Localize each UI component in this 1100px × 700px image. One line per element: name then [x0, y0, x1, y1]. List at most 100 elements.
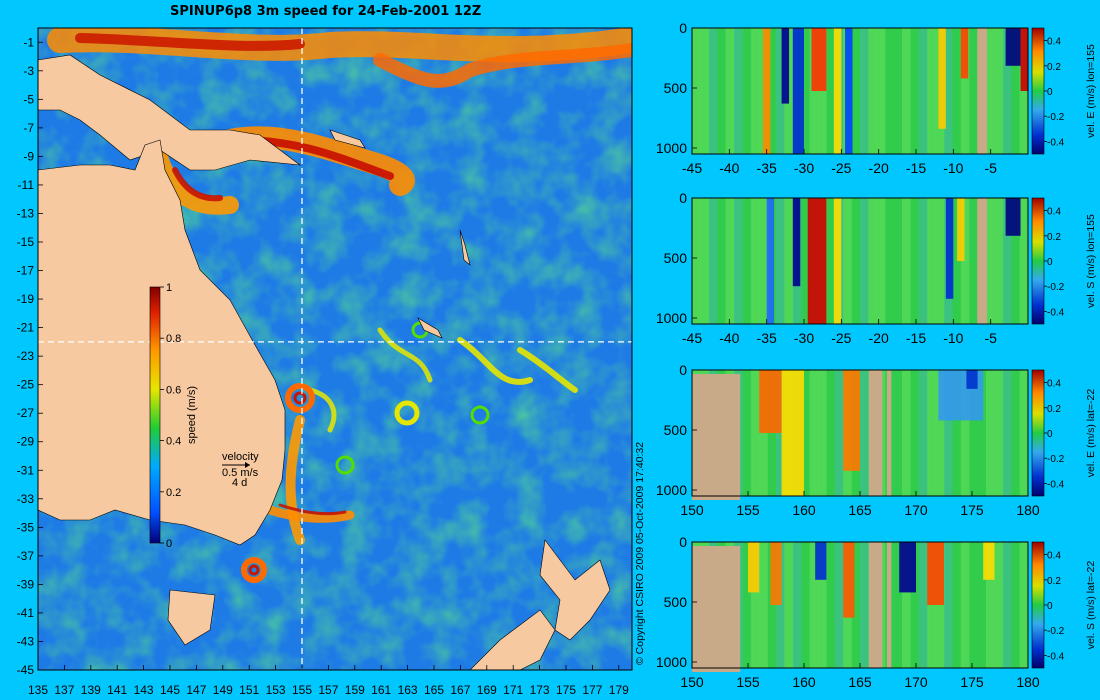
- section-colorbar-bar: [1031, 197, 1045, 325]
- section-colorbar-tick-label: -0.4: [1047, 137, 1065, 148]
- section-band: [986, 542, 995, 668]
- section-band: [851, 542, 861, 668]
- section-streak: [833, 28, 842, 154]
- vector-key-speed: 0.5 m/s: [222, 467, 259, 479]
- section-x-tick-label: -30: [794, 160, 814, 176]
- section-band: [801, 542, 811, 668]
- section-x-tick-label: 150: [680, 674, 704, 690]
- section-band: [792, 542, 802, 668]
- section-band: [700, 198, 710, 324]
- section-x-tick-label: -25: [831, 330, 851, 346]
- section-band: [910, 370, 920, 496]
- map-x-tick-label: 165: [424, 683, 444, 697]
- map-y-tick-label: -15: [17, 235, 35, 249]
- section-y-tick-label: 500: [664, 80, 688, 96]
- section-band: [826, 28, 836, 154]
- section-band: [902, 198, 911, 324]
- section-band: [927, 198, 937, 324]
- section-band: [818, 370, 827, 496]
- eddies: [241, 321, 490, 583]
- section-band: [742, 542, 752, 668]
- section-land: [886, 370, 892, 496]
- section-streak: [945, 198, 954, 299]
- section-x-tick-label: -30: [794, 330, 814, 346]
- map-x-tick-label: 161: [371, 683, 391, 697]
- section-band: [986, 198, 995, 324]
- section-band: [910, 542, 920, 668]
- section-band: [885, 28, 895, 154]
- section-band: [927, 28, 937, 154]
- section-band: [700, 28, 710, 154]
- map-x-tick-label: 155: [292, 683, 312, 697]
- section-band: [818, 542, 827, 668]
- map-x-tick-label: 137: [54, 683, 74, 697]
- section-streak: [843, 542, 855, 618]
- section-x-tick-label: -10: [943, 160, 963, 176]
- section-s-lon155-panel: -45 -40 -35 -30 -25 -20 -15 -10 -5 0 500 1000 0.4 0.2…: [656, 190, 1097, 346]
- map-y-tick-label: -33: [17, 492, 35, 506]
- map-x-tick-label: 143: [134, 683, 154, 697]
- section-land: [868, 542, 883, 668]
- section-y-tick-label: 500: [664, 250, 688, 266]
- map-x-tick-label: 163: [398, 683, 418, 697]
- section-band: [725, 28, 735, 154]
- copyright-text: © Copyright CSIRO 2009 05-Oct-2009 17:40…: [634, 442, 646, 665]
- map-y-tick-label: -39: [17, 577, 35, 591]
- section-colorbar-bar: [1031, 541, 1045, 669]
- section-band: [885, 198, 895, 324]
- section-colorbar-label: vel. S (m/s) lat=-22: [1085, 561, 1097, 650]
- section-band: [1002, 198, 1012, 324]
- section-band: [960, 28, 970, 154]
- section-x-tick-label: -10: [943, 330, 963, 346]
- section-streak: [781, 370, 804, 496]
- section-streak: [957, 198, 965, 261]
- section-colorbar-tick-label: -0.2: [1047, 626, 1065, 637]
- section-band: [944, 370, 953, 496]
- tasmania-land: [167, 589, 216, 646]
- section-land: [692, 374, 741, 500]
- map-colorbar-tick-label: 0.6: [166, 384, 181, 396]
- map-x-tick-label: 151: [239, 683, 259, 697]
- section-band: [784, 198, 794, 324]
- section-streak: [770, 542, 782, 605]
- section-frame: [691, 27, 1029, 155]
- section-band: [893, 198, 903, 324]
- map-y-tick-label: -37: [17, 549, 35, 563]
- section-y-tick-label: 1000: [656, 654, 687, 670]
- section-colorbar-tick-label: 0: [1047, 257, 1053, 268]
- section-band: [944, 28, 953, 154]
- new-guinea-land: [38, 54, 302, 171]
- section-band: [994, 542, 1004, 668]
- section-band: [767, 28, 777, 154]
- section-band: [860, 542, 869, 668]
- section-band: [910, 28, 920, 154]
- map-colorbar-tick-label: 0.8: [166, 333, 181, 345]
- section-y-tick-label: 1000: [656, 482, 687, 498]
- section-x-tick-label: 175: [960, 502, 984, 518]
- section-band: [994, 198, 1004, 324]
- section-x-tick-label: -15: [906, 330, 926, 346]
- map-y-tick-label: -1: [23, 35, 34, 49]
- map-x-tick-label: 159: [345, 683, 365, 697]
- section-band: [826, 198, 836, 324]
- section-band: [860, 28, 869, 154]
- map-y-tick-label: -7: [23, 121, 34, 135]
- section-land: [977, 28, 987, 154]
- section-x-tick-label: 160: [792, 674, 816, 690]
- section-band: [742, 198, 752, 324]
- section-band: [960, 542, 970, 668]
- section-x-tick-label: 180: [1016, 502, 1040, 518]
- section-y-tick-label: 1000: [656, 310, 687, 326]
- section-streak: [1005, 28, 1021, 66]
- section-band: [734, 28, 743, 154]
- section-band: [952, 542, 962, 668]
- section-y-tick-label: 0: [679, 190, 687, 206]
- map-frame: [37, 27, 633, 671]
- new-zealand-south-land: [469, 609, 556, 670]
- section-land: [692, 546, 741, 672]
- map-y-tick-label: -27: [17, 406, 35, 420]
- map-y-axis: -1 -3 -5 -7 -9 -11 -13 -15 -17 -19 -21 -23 -25 -27 -29…: [17, 35, 43, 677]
- section-x-tick-label: 150: [680, 502, 704, 518]
- section-streak: [960, 28, 969, 79]
- section-band: [952, 28, 962, 154]
